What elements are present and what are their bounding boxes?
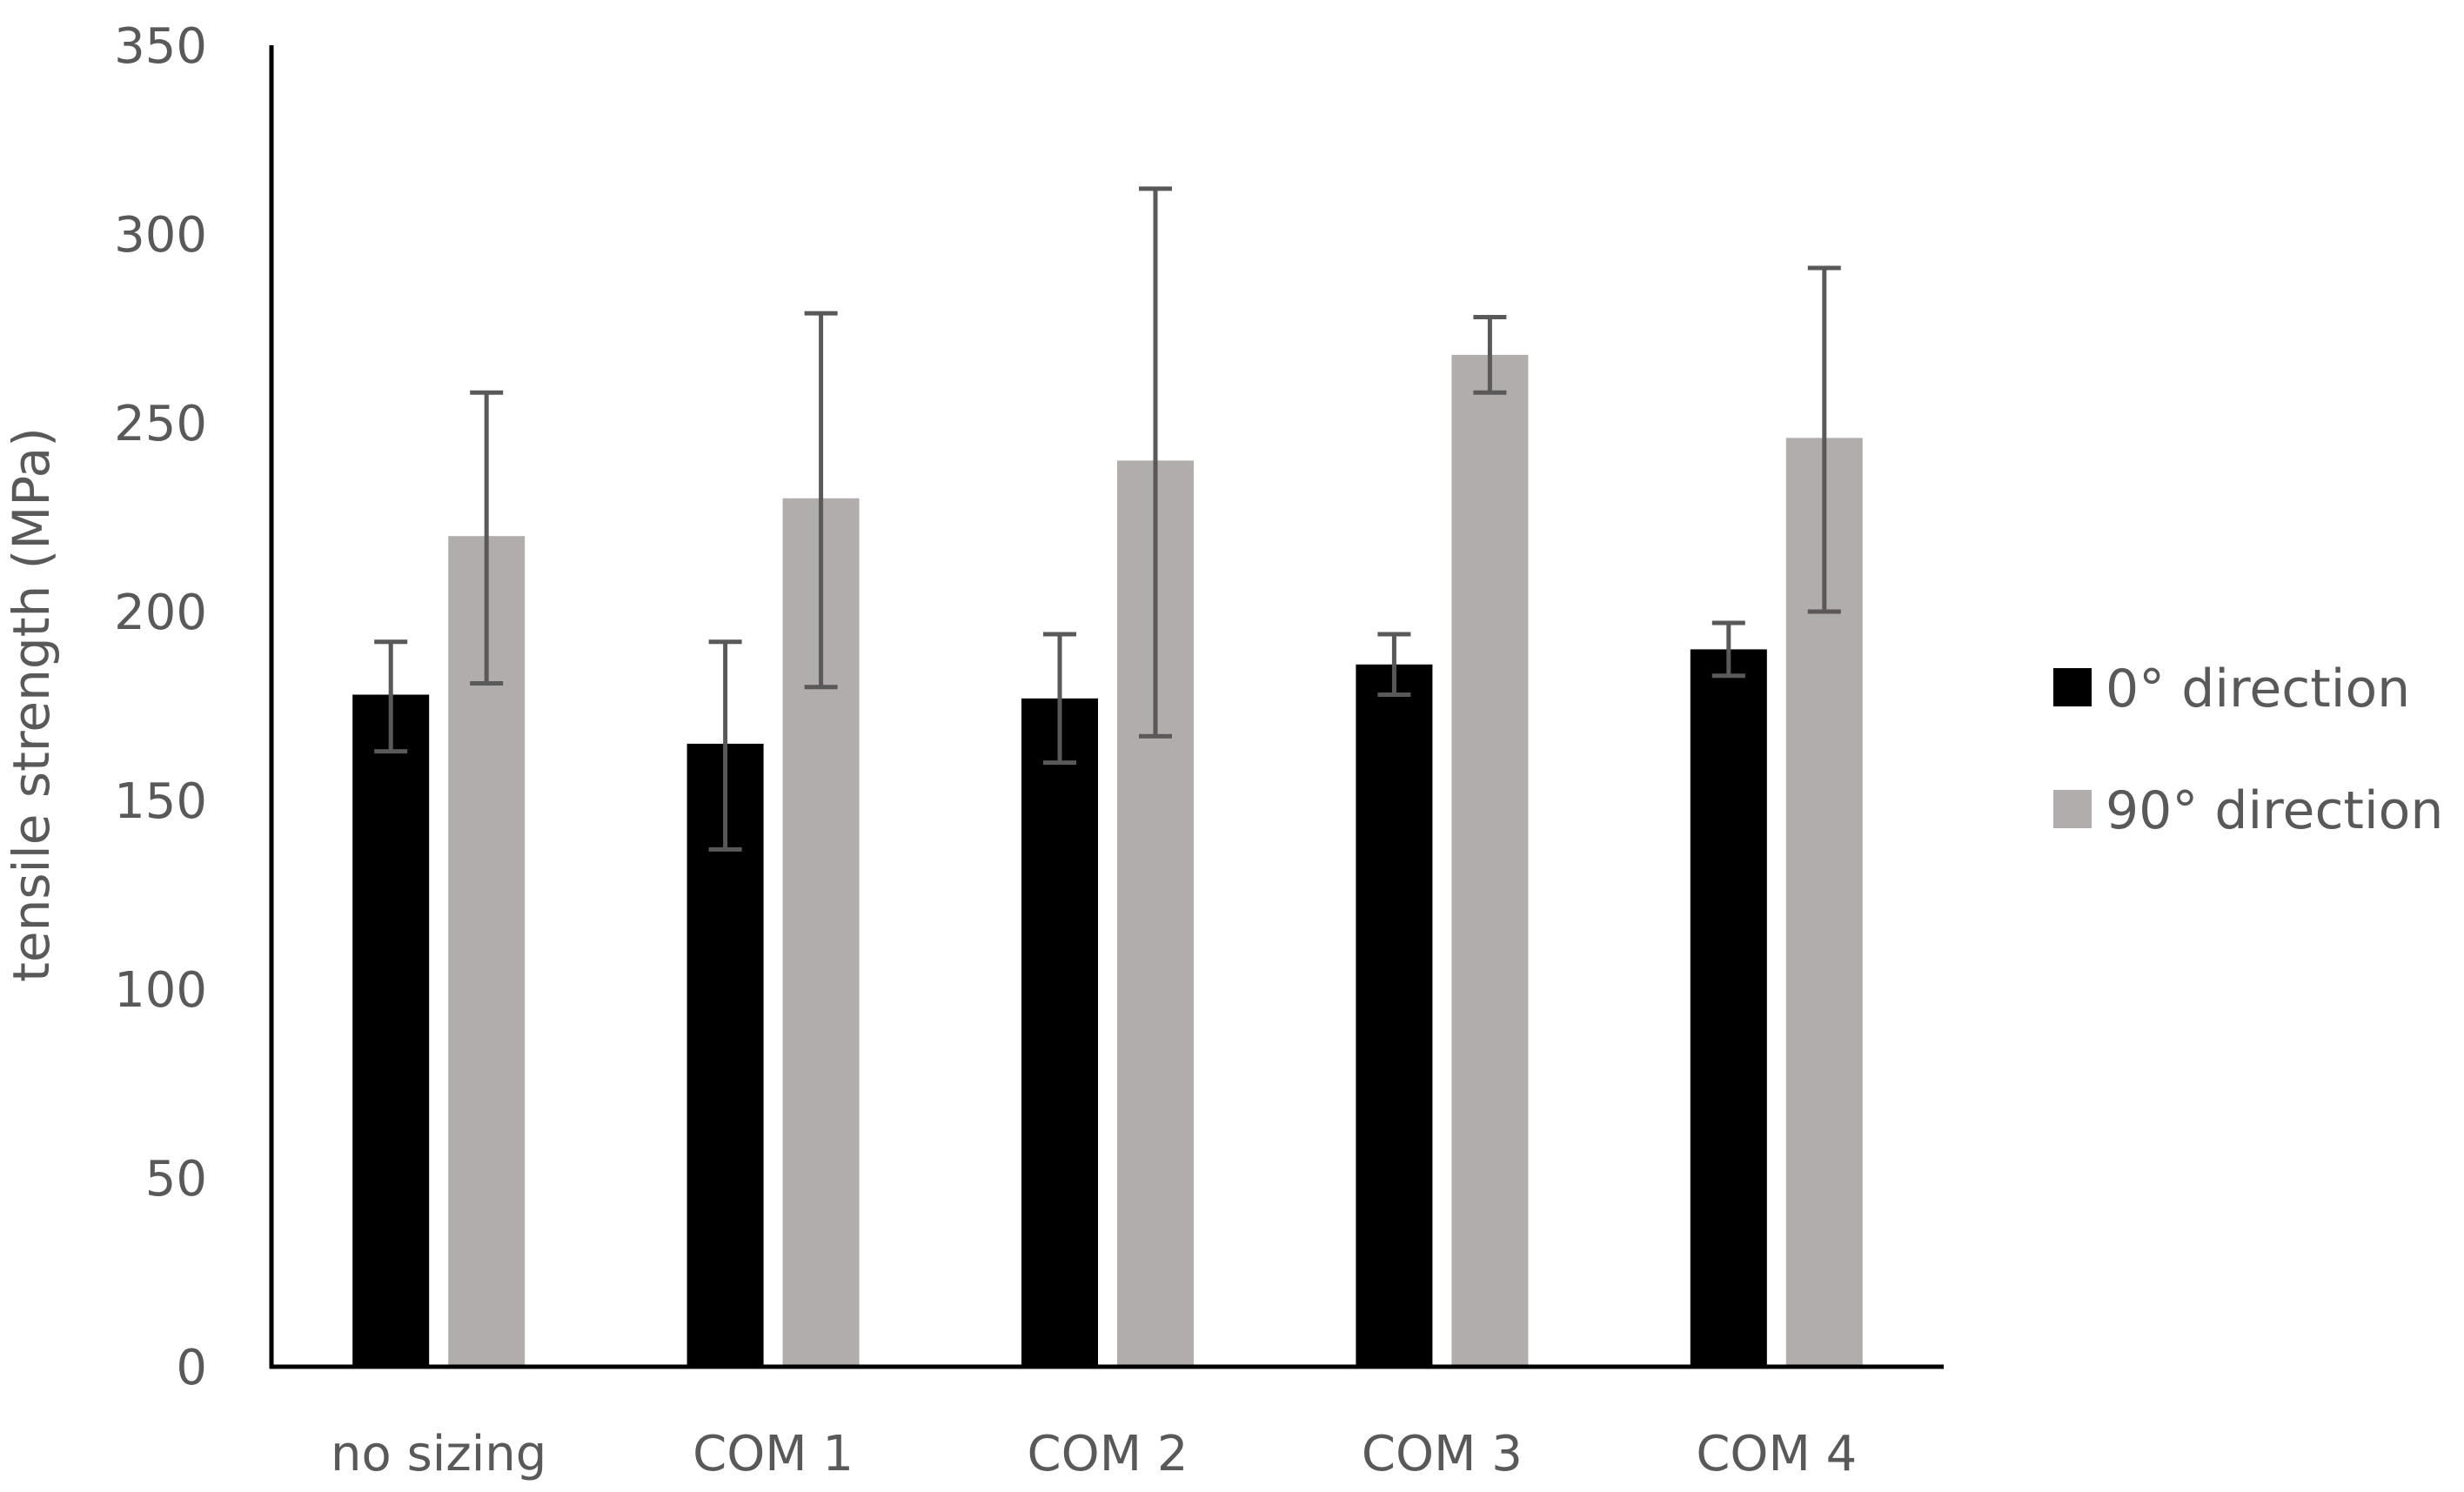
x-tick-label: COM 1 (693, 1426, 854, 1482)
error-bar (1043, 632, 1076, 766)
y-tick-label: 250 (114, 396, 207, 452)
error-bar (1139, 186, 1172, 739)
error-bar (470, 390, 504, 686)
bar-series1 (1690, 649, 1767, 1367)
y-axis-ticks: 0 50 100 150 200 250 300 350 (114, 18, 207, 1396)
y-axis-title: tensile strength (MPa) (2, 427, 61, 982)
legend-swatch (2053, 790, 2092, 828)
x-tick-label: COM 4 (1696, 1426, 1857, 1482)
bars-layer (352, 354, 1863, 1367)
error-bar (1711, 620, 1745, 679)
error-bar (708, 639, 742, 852)
legend: 0° direction 90° direction (2053, 659, 2443, 841)
error-bar (1807, 265, 1841, 614)
y-tick-label: 300 (114, 207, 207, 264)
error-bars-layer (374, 186, 1841, 852)
y-tick-label: 0 (176, 1340, 207, 1396)
y-tick-label: 50 (145, 1151, 207, 1208)
y-tick-label: 150 (114, 773, 207, 830)
x-tick-label: COM 3 (1362, 1426, 1523, 1482)
y-tick-label: 200 (114, 585, 207, 641)
error-bar (374, 639, 408, 754)
legend-item: 90° direction (2053, 780, 2443, 841)
bar-series2 (1451, 354, 1529, 1367)
legend-swatch (2053, 668, 2092, 706)
bar-series1 (1356, 664, 1433, 1367)
bar-series1 (352, 694, 430, 1367)
x-tick-label: no sizing (331, 1426, 546, 1482)
y-tick-label: 100 (114, 962, 207, 1019)
error-bar (1473, 314, 1507, 395)
error-bar (804, 311, 838, 690)
legend-label: 0° direction (2106, 659, 2410, 719)
x-axis-labels: no sizing COM 1 COM 2 COM 3 COM 4 (331, 1426, 1857, 1482)
legend-label: 90° direction (2106, 780, 2443, 841)
bar-series1 (1021, 698, 1098, 1367)
legend-item: 0° direction (2053, 659, 2410, 719)
x-tick-label: COM 2 (1028, 1426, 1188, 1482)
error-bar (1377, 632, 1411, 697)
y-tick-label: 350 (114, 18, 207, 75)
